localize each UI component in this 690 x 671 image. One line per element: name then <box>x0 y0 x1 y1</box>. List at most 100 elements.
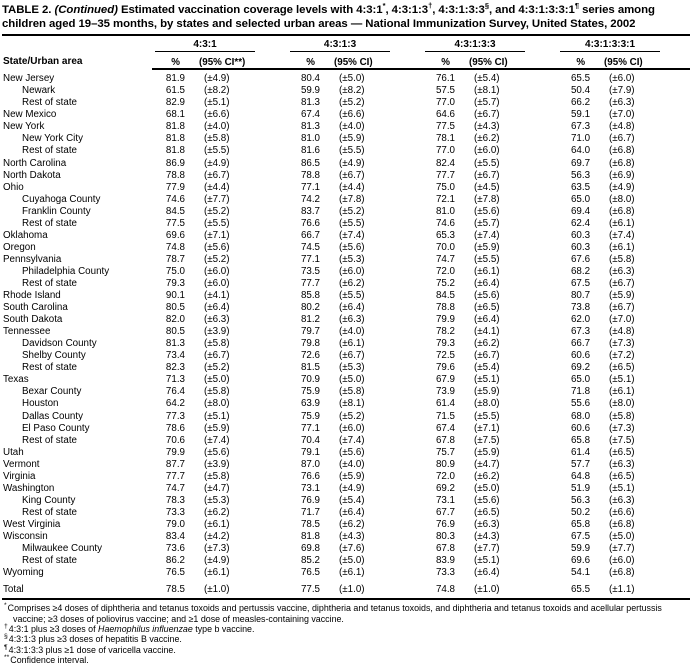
pct-cell: 80.5 <box>165 302 185 314</box>
pct-cell: 78.7 <box>165 253 185 265</box>
pct-cell: 69.8 <box>300 543 321 555</box>
pct-cell: 73.8 <box>570 302 591 314</box>
pct-cell: 75.0 <box>435 181 456 193</box>
footnote-ref-dagger: † <box>428 1 433 11</box>
pct-cell: 76.9 <box>435 518 456 530</box>
pct-cell: 76.9 <box>300 494 321 506</box>
ci-cell: (±6.8) <box>609 205 635 217</box>
ci-cell: (±5.6) <box>339 241 365 253</box>
pct-cell: 81.8 <box>165 145 185 157</box>
pct-cell: 77.3 <box>165 410 185 422</box>
pct-cell: 59.9 <box>570 543 591 555</box>
series-header-4313: 4:3:1:3 <box>287 35 422 53</box>
ci-cell: (±4.7) <box>204 482 230 494</box>
table-row: North Carolina 86.9 (±4.9) 86.5 (±4.9) 82.4 (±… <box>2 158 690 170</box>
pct-cell: 79.3 <box>435 338 456 350</box>
area-cell: Utah <box>3 446 24 458</box>
ci-cell: (±4.3) <box>474 121 500 133</box>
pct-cell: 81.2 <box>300 314 321 326</box>
pct-cell: 70.6 <box>165 434 185 446</box>
ci-cell: (±6.8) <box>609 518 635 530</box>
column-header-pct-2: % <box>287 53 321 71</box>
ci-cell: (±4.4) <box>339 181 365 193</box>
pct-cell: 87.7 <box>165 458 185 470</box>
area-cell: Oregon <box>3 241 36 253</box>
ci-cell: (±1.1) <box>609 584 635 596</box>
table-row: Virginia 77.7 (±5.8) 76.6 (±5.9) 72.0 (±6.2) 64… <box>2 471 690 483</box>
area-cell: Franklin County <box>22 205 91 217</box>
pct-cell: 65.8 <box>570 518 591 530</box>
ci-cell: (±5.9) <box>474 386 500 398</box>
pct-cell: 70.4 <box>300 434 321 446</box>
ci-cell: (±6.4) <box>474 314 500 326</box>
series-label: 4:3:1:3:3 <box>425 39 526 53</box>
ci-cell: (±8.0) <box>474 398 500 410</box>
ci-cell: (±5.0) <box>339 73 365 85</box>
ci-cell: (±5.9) <box>474 241 500 253</box>
footnote-marker-section: § <box>4 633 8 641</box>
series-label: 4:3:1 <box>155 39 256 53</box>
pct-cell: 69.2 <box>570 362 591 374</box>
pct-cell: 74.2 <box>300 193 321 205</box>
ci-cell: (±6.5) <box>609 470 635 482</box>
series-header-431331: 4:3:1:3:3:1 <box>557 35 690 53</box>
ci-cell: (±5.1) <box>609 482 635 494</box>
pct-cell: 79.6 <box>435 362 456 374</box>
ci-cell: (±6.1) <box>609 386 635 398</box>
pct-cell: 77.7 <box>165 470 185 482</box>
ci-cell: (±5.1) <box>609 374 635 386</box>
pct-cell: 60.3 <box>570 241 591 253</box>
pct-cell: 69.6 <box>165 229 185 241</box>
pct-cell: 74.7 <box>165 482 185 494</box>
ci-cell: (±7.9) <box>609 85 635 97</box>
pct-cell: 80.9 <box>435 458 456 470</box>
table-row: Rest of state 73.3 (±6.2) 71.7 (±6.4) 67.7 (±6… <box>2 507 690 519</box>
footnotes: *Comprises ≥4 doses of diphtheria and te… <box>2 600 689 665</box>
footnote-43133-series: §4:3:1:3 plus ≥3 doses of hepatitis B va… <box>4 633 182 645</box>
ci-cell: (±5.5) <box>474 410 500 422</box>
pct-cell: 66.7 <box>570 338 591 350</box>
ci-cell: (±7.8) <box>474 193 500 205</box>
area-cell: Houston <box>22 398 59 410</box>
pct-cell: 78.5 <box>300 518 321 530</box>
table-row: Wyoming 76.5 (±6.1) 76.5 (±6.1) 73.3 (±6.4) 54.… <box>2 567 690 579</box>
table-row: El Paso County 78.6 (±5.9) 77.1 (±6.0) 67.4 (±… <box>2 423 690 435</box>
pct-cell: 75.9 <box>300 410 321 422</box>
area-cell: Milwaukee County <box>22 543 103 555</box>
ci-cell: (±5.0) <box>474 482 500 494</box>
ci-cell: (±6.7) <box>339 169 365 181</box>
ci-cell: (±6.3) <box>474 518 500 530</box>
table-row: Philadelphia County 75.0 (±6.0) 73.5 (±6.0) 7… <box>2 266 690 278</box>
ci-cell: (±6.9) <box>609 169 635 181</box>
ci-cell: (±3.9) <box>204 326 230 338</box>
pct-cell: 70.9 <box>300 374 321 386</box>
ci-cell: (±7.4) <box>339 229 365 241</box>
pct-cell: 81.0 <box>300 133 321 145</box>
table-row: Rhode Island 90.1 (±4.1) 85.8 (±5.5) 84.5 (±5.… <box>2 290 690 302</box>
pct-cell: 56.3 <box>570 169 591 181</box>
ci-cell: (±6.7) <box>474 109 500 121</box>
pct-cell: 80.2 <box>300 302 321 314</box>
pct-cell: 50.4 <box>570 85 591 97</box>
pct-cell: 77.1 <box>300 253 321 265</box>
pct-cell: 59.9 <box>300 85 321 97</box>
ci-cell: (±6.3) <box>204 314 230 326</box>
pct-cell: 71.0 <box>570 133 591 145</box>
ci-cell: (±5.9) <box>609 290 635 302</box>
table-row: Vermont 87.7 (±3.9) 87.0 (±4.0) 80.9 (±4.7) 57.… <box>2 459 690 471</box>
table-row: Oklahoma 69.6 (±7.1) 66.7 (±7.4) 65.3 (±7.4) 60… <box>2 230 690 242</box>
ci-cell: (±5.3) <box>204 494 230 506</box>
footnote-confidence-interval: **Confidence interval. <box>4 654 89 666</box>
pct-cell: 67.3 <box>570 326 591 338</box>
ci-cell: (±4.9) <box>609 181 635 193</box>
pct-cell: 77.7 <box>300 278 321 289</box>
pct-cell: 67.4 <box>435 422 456 434</box>
ci-cell: (±5.2) <box>204 362 230 374</box>
area-cell: King County <box>22 494 76 506</box>
ci-cell: (±4.0) <box>339 326 365 338</box>
ci-cell: (±6.4) <box>474 278 500 289</box>
ci-cell: (±6.1) <box>609 241 635 253</box>
pct-cell: 67.3 <box>570 121 591 133</box>
pct-cell: 65.0 <box>570 374 591 386</box>
area-cell: Rest of state <box>22 278 77 289</box>
